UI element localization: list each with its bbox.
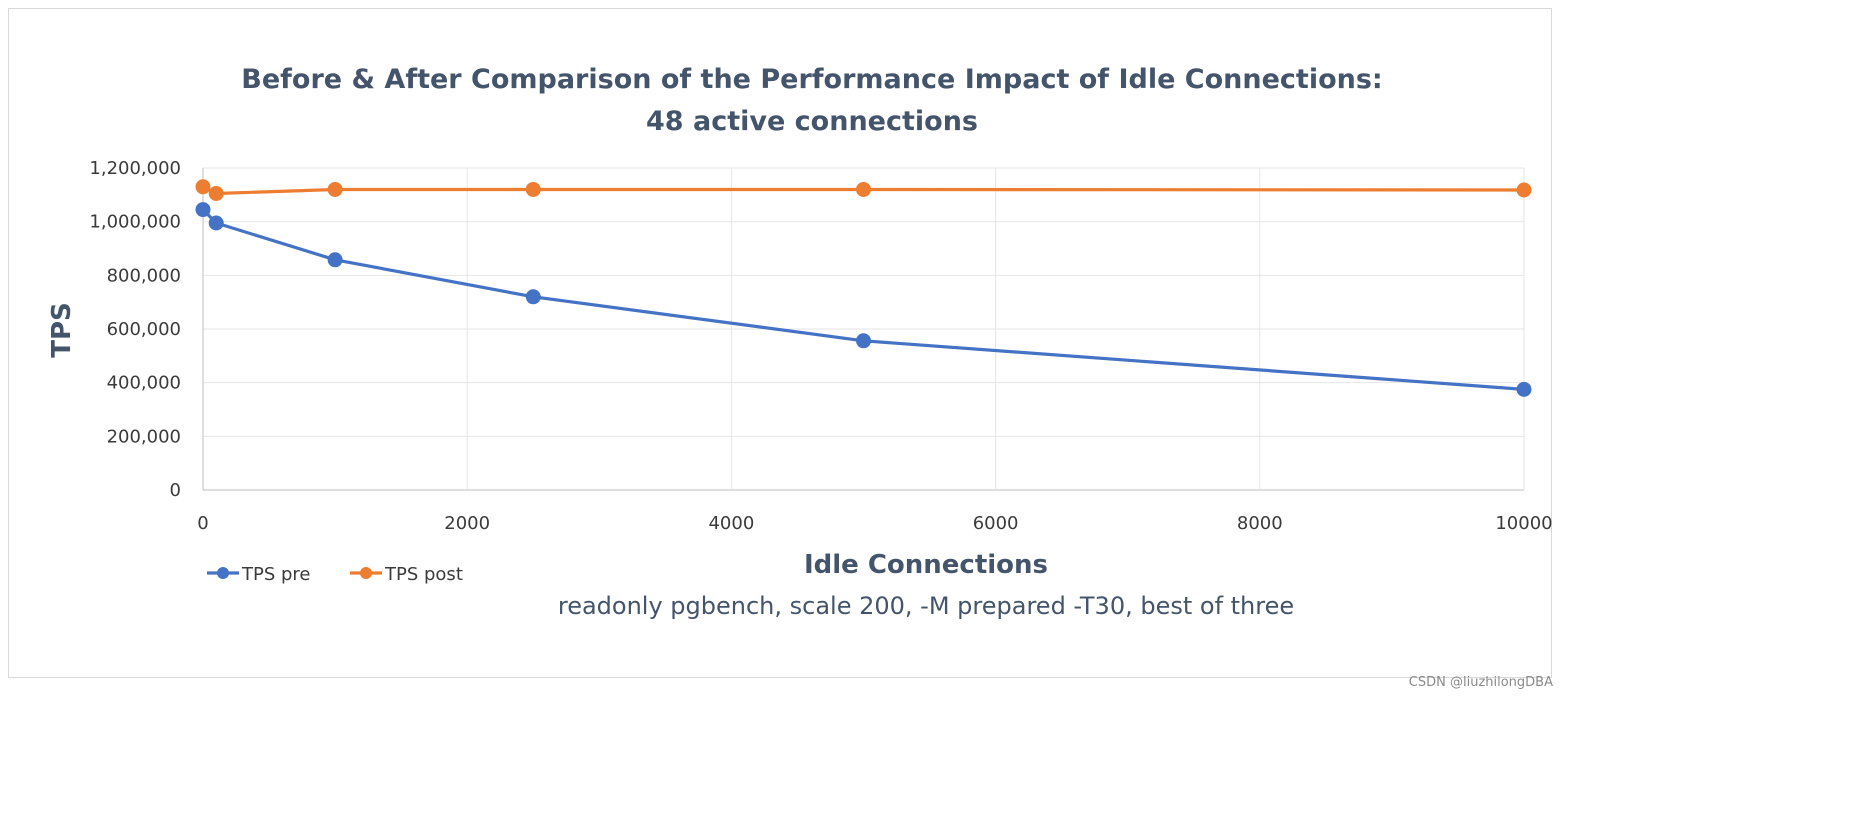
- data-point-tps-post: [195, 179, 211, 195]
- data-point-tps-post: [856, 181, 871, 197]
- legend-swatch-marker: [360, 567, 372, 579]
- y-tick-label: 1,000,000: [89, 212, 181, 233]
- chart-frame: [8, 8, 1552, 678]
- data-point-tps-pre: [1516, 381, 1532, 397]
- legend-item-tps-post: TPS post: [350, 564, 463, 585]
- x-axis-title: Idle Connections: [804, 550, 1048, 580]
- x-tick-label: 4000: [708, 513, 754, 534]
- y-tick-label: 0: [170, 480, 181, 501]
- chart-title-line-1: Before & After Comparison of the Perform…: [241, 64, 1382, 95]
- data-point-tps-pre: [195, 202, 211, 218]
- data-point-tps-pre: [856, 333, 871, 349]
- legend-label: TPS post: [384, 564, 463, 585]
- series-tps-pre: [195, 202, 1532, 397]
- series-layer: [195, 179, 1532, 397]
- data-point-tps-post: [525, 181, 541, 197]
- legend-swatch-marker: [217, 567, 229, 579]
- series-tps-post: [195, 179, 1532, 201]
- grid: [202, 167, 1525, 491]
- x-tick-label: 10000: [1495, 513, 1552, 534]
- y-axis-title: TPS: [47, 302, 77, 358]
- y-tick-label: 600,000: [107, 319, 181, 340]
- y-tick-label: 400,000: [107, 373, 181, 394]
- data-point-tps-post: [327, 181, 343, 197]
- data-point-tps-pre: [208, 215, 224, 231]
- legend-item-tps-pre: TPS pre: [207, 564, 311, 585]
- chart-subtitle: readonly pgbench, scale 200, -M prepared…: [558, 592, 1294, 620]
- x-tick-label: 0: [197, 513, 208, 534]
- legend: TPS pre TPS post: [207, 564, 463, 585]
- y-tick-label: 800,000: [107, 265, 181, 286]
- x-tick-label: 2000: [444, 513, 490, 534]
- y-axis-ticks: 0 200,000 400,000 600,000 800,000 1,000,000 1,…: [89, 158, 181, 501]
- data-point-tps-post: [208, 185, 224, 201]
- x-axis-ticks: 0 2000 4000 6000 8000 10000: [197, 513, 1552, 534]
- x-tick-label: 8000: [1237, 513, 1283, 534]
- chart-title-line-2: 48 active connections: [646, 106, 978, 137]
- legend-label: TPS pre: [241, 564, 311, 585]
- data-point-tps-post: [1516, 182, 1532, 198]
- series-line-tps-pre: [201, 208, 1526, 391]
- data-point-tps-pre: [525, 289, 541, 305]
- watermark: CSDN @liuzhilongDBA: [1409, 675, 1553, 690]
- line-chart: Before & After Comparison of the Perform…: [47, 64, 1553, 690]
- x-tick-label: 6000: [973, 513, 1019, 534]
- y-tick-label: 1,200,000: [89, 158, 181, 179]
- y-tick-label: 200,000: [107, 426, 181, 447]
- data-point-tps-pre: [327, 252, 343, 268]
